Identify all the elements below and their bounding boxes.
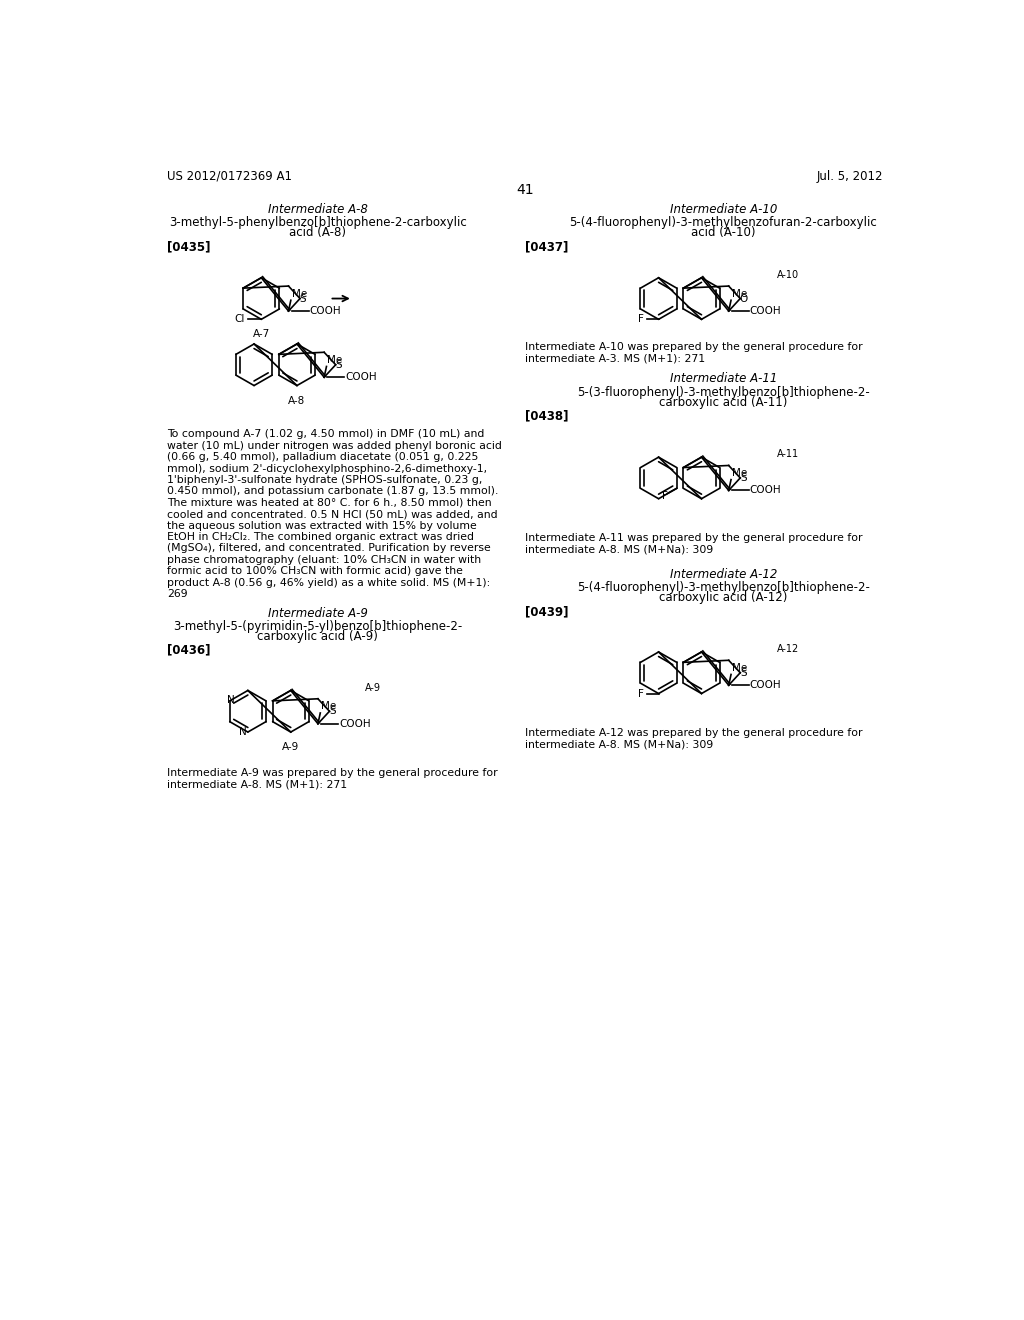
Text: acid (A-8): acid (A-8) [290, 226, 346, 239]
Text: US 2012/0172369 A1: US 2012/0172369 A1 [167, 170, 292, 183]
Text: COOH: COOH [345, 372, 377, 383]
Text: F: F [663, 491, 668, 500]
Text: 41: 41 [516, 183, 534, 197]
Text: COOH: COOH [339, 718, 371, 729]
Text: Me: Me [292, 289, 307, 298]
Text: N: N [226, 696, 234, 705]
Text: Intermediate A-11 was prepared by the general procedure for: Intermediate A-11 was prepared by the ge… [524, 533, 862, 544]
Text: product A-8 (0.56 g, 46% yield) as a white solid. MS (M+1):: product A-8 (0.56 g, 46% yield) as a whi… [167, 578, 490, 587]
Text: EtOH in CH₂Cl₂. The combined organic extract was dried: EtOH in CH₂Cl₂. The combined organic ext… [167, 532, 474, 543]
Text: F: F [638, 689, 644, 698]
Text: 5-(3-fluorophenyl)-3-methylbenzo[b]thiophene-2-: 5-(3-fluorophenyl)-3-methylbenzo[b]thiop… [577, 385, 869, 399]
Text: intermediate A-8. MS (M+1): 271: intermediate A-8. MS (M+1): 271 [167, 780, 347, 789]
Text: formic acid to 100% CH₃CN with formic acid) gave the: formic acid to 100% CH₃CN with formic ac… [167, 566, 463, 577]
Text: COOH: COOH [750, 306, 781, 315]
Text: COOH: COOH [750, 680, 781, 690]
Text: Me: Me [328, 355, 342, 364]
Text: (0.66 g, 5.40 mmol), palladium diacetate (0.051 g, 0.225: (0.66 g, 5.40 mmol), palladium diacetate… [167, 453, 478, 462]
Text: Me: Me [732, 289, 748, 298]
Text: N: N [239, 727, 247, 737]
Text: [0435]: [0435] [167, 240, 210, 253]
Text: (MgSO₄), filtered, and concentrated. Purification by reverse: (MgSO₄), filtered, and concentrated. Pur… [167, 544, 490, 553]
Text: Intermediate A-10 was prepared by the general procedure for: Intermediate A-10 was prepared by the ge… [524, 342, 862, 351]
Text: S: S [740, 668, 746, 677]
Text: A-9: A-9 [365, 682, 381, 693]
Text: Intermediate A-12 was prepared by the general procedure for: Intermediate A-12 was prepared by the ge… [524, 729, 862, 738]
Text: Intermediate A-8: Intermediate A-8 [268, 203, 368, 216]
Text: A-12: A-12 [777, 644, 799, 655]
Text: Me: Me [732, 469, 748, 478]
Text: [0437]: [0437] [524, 240, 568, 253]
Text: intermediate A-8. MS (M+Na): 309: intermediate A-8. MS (M+Na): 309 [524, 545, 713, 554]
Text: 5-(4-fluorophenyl)-3-methylbenzofuran-2-carboxylic: 5-(4-fluorophenyl)-3-methylbenzofuran-2-… [569, 216, 878, 230]
Text: S: S [300, 293, 306, 304]
Text: 3-methyl-5-phenylbenzo[b]thiophene-2-carboxylic: 3-methyl-5-phenylbenzo[b]thiophene-2-car… [169, 216, 467, 230]
Text: Intermediate A-10: Intermediate A-10 [670, 203, 777, 216]
Text: carboxylic acid (A-9): carboxylic acid (A-9) [257, 630, 378, 643]
Text: intermediate A-8. MS (M+Na): 309: intermediate A-8. MS (M+Na): 309 [524, 739, 713, 750]
Text: water (10 mL) under nitrogen was added phenyl boronic acid: water (10 mL) under nitrogen was added p… [167, 441, 502, 451]
Text: S: S [336, 360, 342, 370]
Text: Intermediate A-12: Intermediate A-12 [670, 568, 777, 581]
Text: 5-(4-fluorophenyl)-3-methylbenzo[b]thiophene-2-: 5-(4-fluorophenyl)-3-methylbenzo[b]thiop… [577, 581, 869, 594]
Text: 0.450 mmol), and potassium carbonate (1.87 g, 13.5 mmol).: 0.450 mmol), and potassium carbonate (1.… [167, 487, 498, 496]
Text: Intermediate A-9 was prepared by the general procedure for: Intermediate A-9 was prepared by the gen… [167, 768, 498, 779]
Text: Intermediate A-11: Intermediate A-11 [670, 372, 777, 385]
Text: 269: 269 [167, 589, 187, 599]
Text: carboxylic acid (A-11): carboxylic acid (A-11) [659, 396, 787, 409]
Text: COOH: COOH [750, 486, 781, 495]
Text: A-11: A-11 [777, 450, 799, 459]
Text: S: S [330, 706, 336, 717]
Text: [0436]: [0436] [167, 644, 210, 656]
Text: A-10: A-10 [777, 271, 799, 280]
Text: Jul. 5, 2012: Jul. 5, 2012 [816, 170, 883, 183]
Text: F: F [638, 314, 644, 325]
Text: [0438]: [0438] [524, 409, 568, 422]
Text: Me: Me [732, 663, 748, 673]
Text: The mixture was heated at 80° C. for 6 h., 8.50 mmol) then: The mixture was heated at 80° C. for 6 h… [167, 498, 492, 508]
Text: O: O [739, 293, 748, 304]
Text: carboxylic acid (A-12): carboxylic acid (A-12) [659, 591, 787, 605]
Text: cooled and concentrated. 0.5 N HCl (50 mL) was added, and: cooled and concentrated. 0.5 N HCl (50 m… [167, 510, 498, 519]
Text: Intermediate A-9: Intermediate A-9 [268, 607, 368, 619]
Text: the aqueous solution was extracted with 15% by volume: the aqueous solution was extracted with … [167, 520, 476, 531]
Text: To compound A-7 (1.02 g, 4.50 mmol) in DMF (10 mL) and: To compound A-7 (1.02 g, 4.50 mmol) in D… [167, 429, 484, 440]
Text: A-7: A-7 [253, 330, 270, 339]
Text: 3-methyl-5-(pyrimidin-5-yl)benzo[b]thiophene-2-: 3-methyl-5-(pyrimidin-5-yl)benzo[b]thiop… [173, 619, 463, 632]
Text: Me: Me [322, 701, 336, 711]
Text: acid (A-10): acid (A-10) [691, 226, 756, 239]
Text: 1'biphenyl-3'-sulfonate hydrate (SPHOS-sulfonate, 0.23 g,: 1'biphenyl-3'-sulfonate hydrate (SPHOS-s… [167, 475, 482, 484]
Text: intermediate A-3. MS (M+1): 271: intermediate A-3. MS (M+1): 271 [524, 354, 705, 363]
Text: Cl: Cl [234, 314, 245, 325]
Text: S: S [740, 473, 746, 483]
Text: [0439]: [0439] [524, 605, 568, 618]
Text: A-9: A-9 [283, 742, 299, 752]
Text: COOH: COOH [309, 306, 341, 315]
Text: A-8: A-8 [289, 396, 305, 405]
Text: mmol), sodium 2'-dicyclohexylphosphino-2,6-dimethoxy-1,: mmol), sodium 2'-dicyclohexylphosphino-2… [167, 463, 486, 474]
Text: phase chromatography (eluant: 10% CH₃CN in water with: phase chromatography (eluant: 10% CH₃CN … [167, 554, 481, 565]
